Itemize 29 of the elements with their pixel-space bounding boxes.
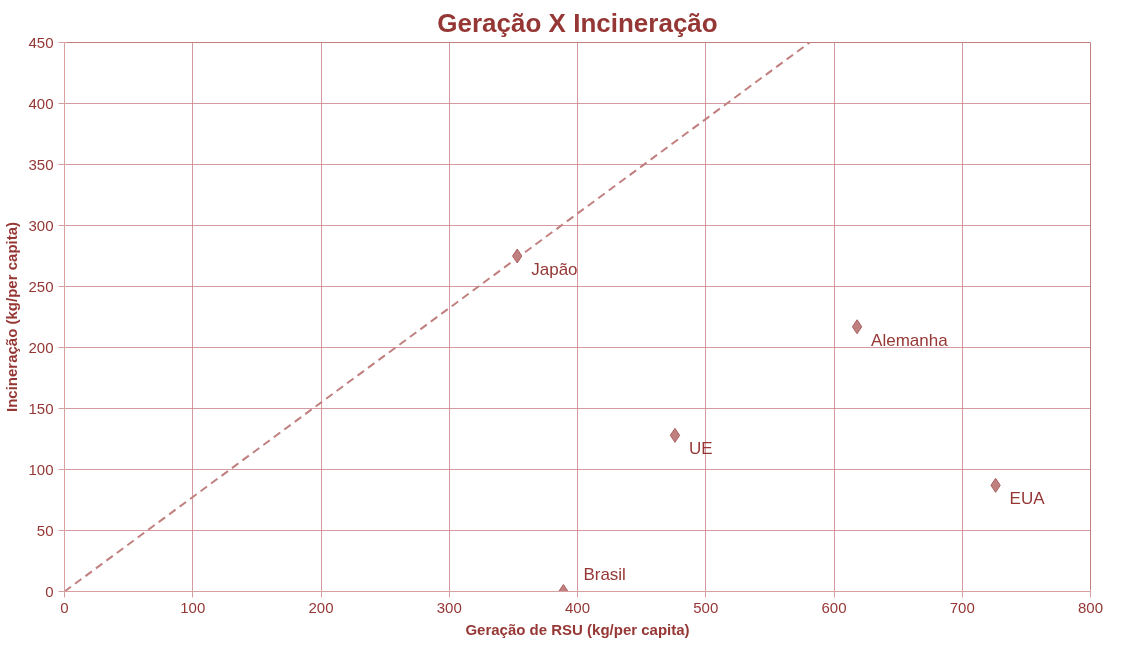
y-tick-label: 250	[28, 277, 54, 295]
y-tick-label: 200	[28, 338, 54, 356]
x-tick-label: 300	[436, 598, 462, 616]
annotation: Alemanha	[871, 330, 949, 350]
x-tick-label: 200	[308, 598, 334, 616]
y-tick-label: 350	[28, 155, 54, 173]
x-tick-label: 100	[180, 598, 206, 616]
x-tick-label: 500	[693, 598, 719, 616]
annotation: Japão	[531, 260, 578, 279]
y-tick-label: 450	[28, 33, 54, 51]
x-tick-label: 700	[949, 598, 975, 616]
x-tick-label: 800	[1077, 598, 1104, 616]
x-tick-label: 400	[564, 598, 591, 616]
x-tick-label: 600	[821, 598, 847, 616]
point	[669, 427, 681, 443]
annotation: UE	[688, 439, 713, 459]
y-tick-label: 150	[28, 399, 54, 417]
x-axis-title: Geração de RSU (kg/per capita)	[465, 620, 690, 638]
y-tick-label: 300	[28, 216, 54, 234]
y-tick-label: 100	[28, 460, 54, 478]
x-tick-label: 0	[60, 598, 69, 616]
annotation: Brasil	[583, 564, 626, 584]
y-axis-title: Incineração (kg/per capita)	[3, 221, 21, 413]
y-tick-label: 0	[45, 582, 54, 600]
annotation: EUA	[1009, 489, 1046, 509]
y-tick-label: 400	[28, 94, 54, 112]
chart-title: Geração X Incineração	[437, 7, 718, 38]
y-tick-label: 50	[36, 521, 54, 539]
point	[851, 319, 863, 335]
